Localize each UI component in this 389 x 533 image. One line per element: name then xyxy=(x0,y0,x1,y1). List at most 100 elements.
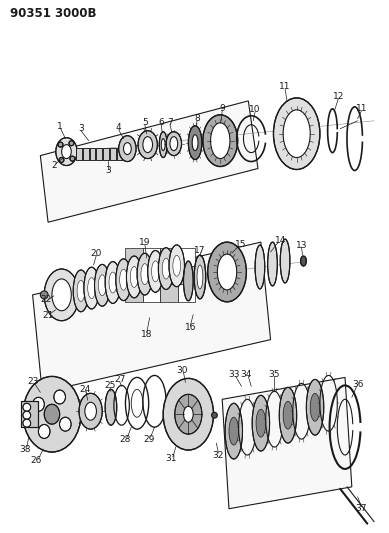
Ellipse shape xyxy=(158,248,174,289)
Bar xyxy=(178,248,195,266)
Text: 7: 7 xyxy=(167,118,173,127)
Ellipse shape xyxy=(212,412,217,418)
Text: 26: 26 xyxy=(31,456,42,465)
Text: 4: 4 xyxy=(116,123,121,132)
Bar xyxy=(178,266,195,284)
Ellipse shape xyxy=(141,264,149,285)
Ellipse shape xyxy=(137,253,152,295)
Ellipse shape xyxy=(170,136,178,151)
Ellipse shape xyxy=(192,135,198,151)
Ellipse shape xyxy=(184,261,193,301)
Ellipse shape xyxy=(98,275,106,296)
Text: 11: 11 xyxy=(356,104,367,114)
Ellipse shape xyxy=(252,395,270,451)
Ellipse shape xyxy=(152,261,159,282)
Bar xyxy=(21,401,39,427)
Text: 17: 17 xyxy=(194,246,206,255)
Ellipse shape xyxy=(77,280,85,301)
Ellipse shape xyxy=(203,115,238,166)
Ellipse shape xyxy=(58,142,63,147)
Bar xyxy=(90,148,95,159)
Bar xyxy=(110,148,116,159)
Bar xyxy=(160,266,178,284)
Bar xyxy=(90,148,95,159)
Text: 15: 15 xyxy=(235,240,246,248)
Bar xyxy=(96,148,102,159)
Bar xyxy=(83,148,89,159)
Ellipse shape xyxy=(173,255,180,276)
Text: 23: 23 xyxy=(27,377,38,386)
Ellipse shape xyxy=(52,279,71,311)
Ellipse shape xyxy=(23,411,31,419)
Bar xyxy=(103,148,109,159)
Ellipse shape xyxy=(280,239,290,283)
Ellipse shape xyxy=(119,136,136,161)
Ellipse shape xyxy=(84,267,99,309)
Ellipse shape xyxy=(148,251,163,292)
Ellipse shape xyxy=(126,256,142,298)
Ellipse shape xyxy=(23,376,81,452)
Ellipse shape xyxy=(88,278,95,298)
Bar xyxy=(76,148,82,159)
Text: 19: 19 xyxy=(139,238,151,247)
Ellipse shape xyxy=(23,403,31,411)
Text: 2: 2 xyxy=(51,161,57,170)
Text: 37: 37 xyxy=(356,504,367,513)
Text: 30: 30 xyxy=(176,366,187,375)
Ellipse shape xyxy=(130,266,138,287)
Bar xyxy=(143,266,160,284)
Text: 31: 31 xyxy=(165,455,177,464)
Ellipse shape xyxy=(197,265,203,289)
Ellipse shape xyxy=(54,390,65,404)
Text: 20: 20 xyxy=(91,248,102,257)
Text: 35: 35 xyxy=(269,370,280,379)
Ellipse shape xyxy=(225,403,242,459)
Ellipse shape xyxy=(73,270,89,312)
Ellipse shape xyxy=(124,143,131,155)
Ellipse shape xyxy=(255,245,265,289)
Ellipse shape xyxy=(143,136,152,152)
Ellipse shape xyxy=(23,419,31,427)
Text: 6: 6 xyxy=(158,118,164,127)
Text: 3: 3 xyxy=(78,124,84,133)
Ellipse shape xyxy=(44,404,60,424)
Bar xyxy=(103,148,109,159)
Ellipse shape xyxy=(61,144,71,158)
Text: 32: 32 xyxy=(213,450,224,459)
Text: 3: 3 xyxy=(105,166,111,175)
Ellipse shape xyxy=(79,393,102,429)
Ellipse shape xyxy=(105,389,117,425)
Text: 10: 10 xyxy=(249,106,261,114)
Ellipse shape xyxy=(210,123,230,158)
Polygon shape xyxy=(222,377,352,508)
Text: 11: 11 xyxy=(279,83,291,92)
Text: 5: 5 xyxy=(142,118,148,127)
Text: 33: 33 xyxy=(228,370,240,379)
Bar xyxy=(160,248,178,266)
Ellipse shape xyxy=(60,417,71,431)
Text: 14: 14 xyxy=(275,236,286,245)
Ellipse shape xyxy=(169,245,184,287)
Bar xyxy=(126,248,143,266)
Polygon shape xyxy=(33,242,271,392)
Ellipse shape xyxy=(138,131,158,158)
Ellipse shape xyxy=(175,394,202,434)
Ellipse shape xyxy=(310,393,320,421)
Ellipse shape xyxy=(70,156,75,161)
Ellipse shape xyxy=(120,269,127,290)
Bar xyxy=(76,148,82,159)
Ellipse shape xyxy=(40,291,48,299)
Bar xyxy=(21,401,39,427)
Ellipse shape xyxy=(273,98,320,169)
Ellipse shape xyxy=(268,242,277,286)
Bar xyxy=(126,266,143,284)
Ellipse shape xyxy=(162,258,170,279)
Bar xyxy=(160,284,178,302)
Ellipse shape xyxy=(44,269,79,321)
Text: 38: 38 xyxy=(19,445,31,454)
Text: 24: 24 xyxy=(79,385,91,394)
Text: 34: 34 xyxy=(241,370,252,379)
Text: 36: 36 xyxy=(352,380,363,389)
Bar xyxy=(96,148,102,159)
Text: 21: 21 xyxy=(42,311,54,320)
